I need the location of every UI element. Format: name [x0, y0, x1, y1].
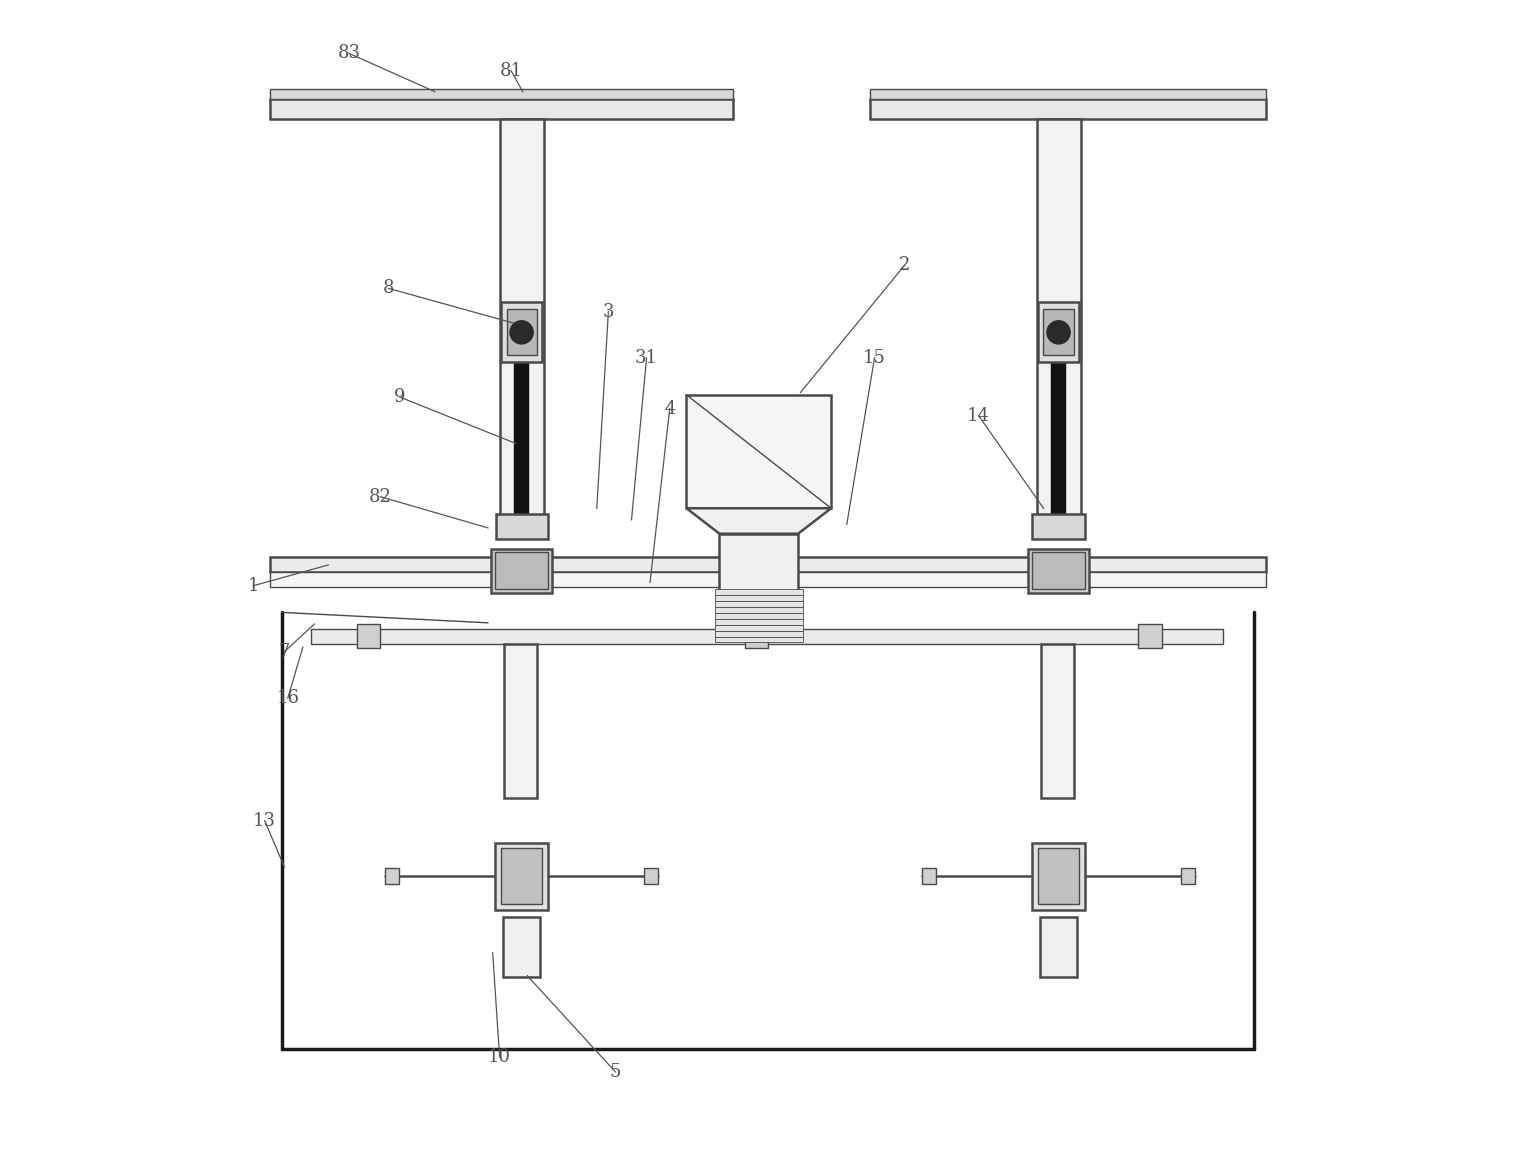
Text: 83: 83	[337, 44, 360, 63]
Bar	[271, 557, 1266, 572]
Text: 10: 10	[489, 1047, 511, 1066]
Bar	[1038, 303, 1079, 362]
Bar	[514, 362, 530, 522]
Text: 82: 82	[369, 487, 392, 506]
Text: 1: 1	[247, 577, 259, 595]
Bar	[384, 868, 399, 884]
Bar	[744, 624, 769, 648]
Bar	[714, 612, 803, 618]
Bar	[1038, 848, 1079, 904]
Bar	[720, 534, 799, 592]
Bar	[271, 572, 1266, 587]
Bar	[271, 99, 734, 119]
Text: 3: 3	[602, 303, 614, 320]
Bar	[1032, 842, 1085, 909]
Bar	[870, 89, 1266, 99]
Bar	[1032, 552, 1085, 589]
Bar	[870, 99, 1266, 119]
Bar	[495, 552, 548, 589]
Bar	[1138, 624, 1162, 648]
Bar	[645, 868, 658, 884]
Bar	[312, 629, 1223, 644]
Bar	[499, 119, 543, 536]
Bar	[714, 589, 803, 595]
Text: 15: 15	[862, 349, 887, 367]
Text: 14: 14	[967, 407, 990, 425]
Text: 8: 8	[383, 280, 395, 297]
Bar	[504, 644, 537, 798]
Bar	[507, 310, 537, 355]
Bar	[714, 595, 803, 601]
Bar	[921, 868, 937, 884]
Bar	[501, 848, 543, 904]
Circle shape	[1047, 321, 1070, 343]
Bar	[1041, 644, 1074, 798]
Bar	[271, 89, 734, 99]
Bar	[496, 514, 548, 539]
Text: 2: 2	[899, 256, 911, 274]
Bar	[1036, 119, 1080, 536]
Bar	[1052, 362, 1067, 522]
Bar	[501, 303, 543, 362]
Bar	[714, 607, 803, 612]
Bar	[687, 394, 831, 508]
Text: 16: 16	[277, 689, 300, 708]
Bar	[714, 601, 803, 607]
Text: 5: 5	[610, 1063, 620, 1081]
Circle shape	[510, 321, 533, 343]
Bar	[1182, 868, 1195, 884]
Text: 7: 7	[278, 643, 290, 661]
Bar	[714, 618, 803, 625]
Bar	[492, 549, 552, 593]
Bar	[714, 625, 803, 631]
Bar	[1029, 549, 1089, 593]
Bar	[1039, 916, 1077, 977]
Text: 13: 13	[253, 812, 277, 829]
Polygon shape	[687, 508, 831, 534]
Text: 4: 4	[664, 400, 675, 418]
Bar	[357, 624, 380, 648]
Bar	[495, 842, 548, 909]
Bar	[714, 637, 803, 643]
Text: 9: 9	[395, 389, 405, 406]
Bar	[502, 916, 540, 977]
Bar	[1032, 514, 1085, 539]
Text: 81: 81	[499, 61, 522, 80]
Text: 31: 31	[635, 349, 658, 367]
Bar	[1044, 310, 1074, 355]
Bar	[714, 631, 803, 637]
